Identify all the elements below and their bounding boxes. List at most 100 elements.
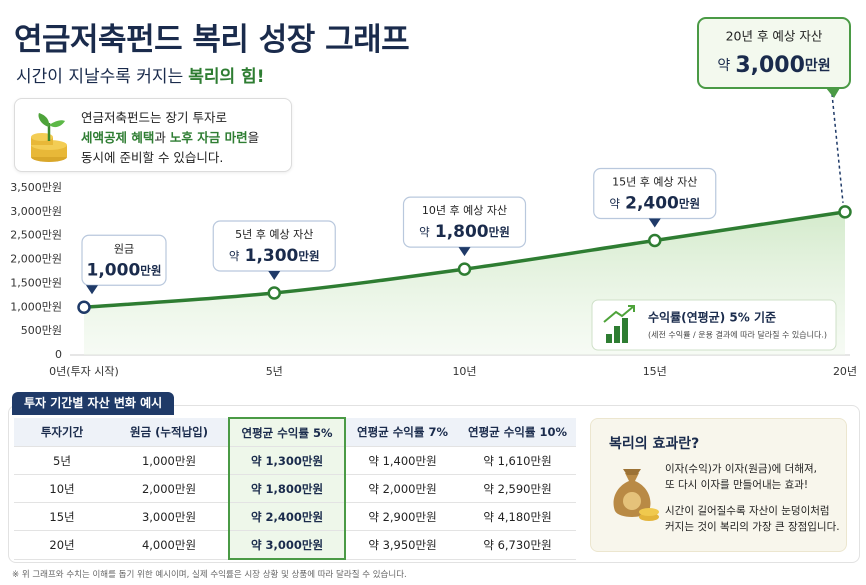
compound-para: 이자(수익)가 이자(원금)에 더해져, 또 다시 이자를 만들어내는 효과! <box>665 461 817 493</box>
callout-arrow <box>826 88 840 98</box>
x-tick-label: 0년(투자 시작) <box>49 365 119 378</box>
annotation: 수익률(연평균) 5% 기준 (세전 수익률 / 운용 결과에 따라 달라질 수 … <box>591 299 837 351</box>
value-label: 약 1,300만원 <box>229 245 320 266</box>
table-cell: 약 6,730만원 <box>459 530 576 560</box>
table-cell: 약 4,180만원 <box>459 502 576 531</box>
intro-line: 세액공제 혜택과 노후 자금 마련을 <box>81 128 259 148</box>
subtitle-highlight: 복리의 힘! <box>188 67 265 87</box>
intro-highlight: 세액공제 혜택 <box>81 130 155 145</box>
table-title: 투자 기간별 자산 변화 예시 <box>12 392 175 415</box>
plant-icon <box>31 113 67 162</box>
intro-join: 과 <box>154 130 166 145</box>
asset-table: 투자기간 원금 (누적납입) 연평균 수익률 5% 연평균 수익률 7% 연평균 수익률… <box>14 417 576 560</box>
value-number: 1,300 <box>245 246 299 266</box>
annotation-icon-bar <box>606 334 612 343</box>
intro-text: 연금저축펀드는 장기 투자로 세액공제 혜택과 노후 자금 마련을 동시에 준비… <box>81 108 259 168</box>
intro-tail: 을 <box>247 130 260 145</box>
x-tick-label: 20년 <box>833 365 857 378</box>
value-label: 약 2,400만원 <box>609 193 700 214</box>
callout-title: 10년 후 예상 자산 <box>422 204 507 217</box>
table-header: 연평균 수익률 5% <box>228 417 346 447</box>
table-cell: 약 2,000만원 <box>345 474 459 503</box>
value-number: 1,800 <box>435 222 489 242</box>
callout-arrow <box>458 247 471 257</box>
table-cell: 약 3,000만원 <box>228 530 346 560</box>
y-tick-label: 1,500만원 <box>10 276 62 289</box>
data-point <box>457 262 472 276</box>
value-unit: 만원 <box>679 196 700 210</box>
value-prefix: 약 <box>229 248 240 262</box>
callout: 15년 후 예상 자산약 2,400만원 <box>593 167 717 228</box>
annotation-icon-bar <box>614 326 620 343</box>
annotation-title: 수익률(연평균) 5% 기준 <box>648 310 776 325</box>
callout-title: 20년 후 예상 자산 <box>726 29 823 44</box>
value-label: 1,000만원 <box>87 260 162 280</box>
value-label: 약 1,800만원 <box>419 222 510 243</box>
callout-arrow <box>268 270 281 280</box>
x-tick-label: 15년 <box>643 365 667 378</box>
value-unit: 만원 <box>298 248 319 262</box>
intro-box: 연금저축펀드는 장기 투자로 세액공제 혜택과 노후 자금 마련을 동시에 준비… <box>14 98 292 172</box>
table-cell: 약 1,300만원 <box>228 446 346 475</box>
table-cell: 약 2,590만원 <box>459 474 576 503</box>
data-point <box>648 233 662 248</box>
callout-arrow <box>86 285 98 295</box>
table-cell: 약 1,610만원 <box>459 446 576 475</box>
subtitle-text: 시간이 지날수록 커지는 <box>16 67 184 87</box>
table-row: 10년 2,000만원 약 1,800만원 약 2,000만원 약 2,590만원 <box>14 474 576 503</box>
value-prefix: 약 <box>609 196 620 210</box>
chart: 0500만원1,000만원1,500만원2,000만원2,500만원3,000만… <box>10 17 857 378</box>
annotation-icon-bar <box>622 318 628 343</box>
table-cell: 10년 <box>14 474 110 503</box>
annotation-box <box>591 299 837 351</box>
table-header: 연평균 수익률 7% <box>345 418 459 447</box>
compound-title: 복리의 효과란? <box>609 436 700 452</box>
callout: 5년 후 예상 자산약 1,300만원 <box>212 220 336 280</box>
table-cell: 약 2,400만원 <box>228 502 346 531</box>
table-cell: 3,000만원 <box>110 502 229 531</box>
y-tick-label: 2,500만원 <box>10 229 62 242</box>
table-cell: 약 3,950만원 <box>345 530 459 560</box>
y-tick-label: 1,000만원 <box>10 300 62 313</box>
value-number: 1,000 <box>87 260 141 280</box>
compound-line: 시간이 길어질수록 자산이 눈덩이처럼 <box>665 505 830 517</box>
y-tick-label: 500만원 <box>21 324 62 337</box>
data-point <box>77 300 91 315</box>
value-prefix: 약 <box>717 58 730 74</box>
table-panel <box>8 405 860 563</box>
table-cell: 약 2,900만원 <box>345 502 459 531</box>
table-header-row: 투자기간 원금 (누적납입) 연평균 수익률 5% 연평균 수익률 7% 연평균 수익률… <box>14 417 576 447</box>
intro-line: 연금저축펀드는 장기 투자로 <box>81 110 227 125</box>
compound-line: 커지는 것이 복리의 가장 큰 장점입니다. <box>665 521 840 533</box>
title: 연금저축펀드 복리 성장 그래프 <box>14 22 410 58</box>
data-point <box>267 286 281 300</box>
value-number: 3,000 <box>735 53 805 78</box>
callout-arrow <box>648 218 661 228</box>
callout: 원금 1,000만원 <box>81 234 167 295</box>
data-point <box>838 205 852 219</box>
intro-highlight: 노후 자금 마련 <box>169 130 248 145</box>
table-cell: 5년 <box>14 446 110 475</box>
compound-line: 이자(수익)가 이자(원금)에 더해져, <box>665 463 817 475</box>
y-tick-label: 3,000만원 <box>10 205 62 218</box>
table-header: 원금 (누적납입) <box>110 418 229 447</box>
table-cell: 1,000만원 <box>110 446 229 475</box>
callout-title: 5년 후 예상 자산 <box>235 228 313 241</box>
table-cell: 15년 <box>14 502 110 531</box>
x-tick-label: 5년 <box>266 365 283 378</box>
callout-title: 15년 후 예상 자산 <box>612 175 697 188</box>
value-unit: 만원 <box>805 58 831 74</box>
callout-title: 원금 <box>114 242 134 255</box>
callout-box <box>81 234 167 286</box>
table-cell: 20년 <box>14 530 110 560</box>
table-cell: 약 1,800만원 <box>228 474 346 503</box>
y-tick-label: 3,500만원 <box>10 181 62 194</box>
callout-pointer <box>831 93 844 203</box>
table-header: 투자기간 <box>14 418 110 447</box>
value-unit: 만원 <box>489 225 510 239</box>
callout: 20년 후 예상 자산약 3,000만원 <box>697 17 851 203</box>
table-row: 15년 3,000만원 약 2,400만원 약 2,900만원 약 4,180만원 <box>14 502 576 531</box>
value-prefix: 약 <box>419 225 430 239</box>
